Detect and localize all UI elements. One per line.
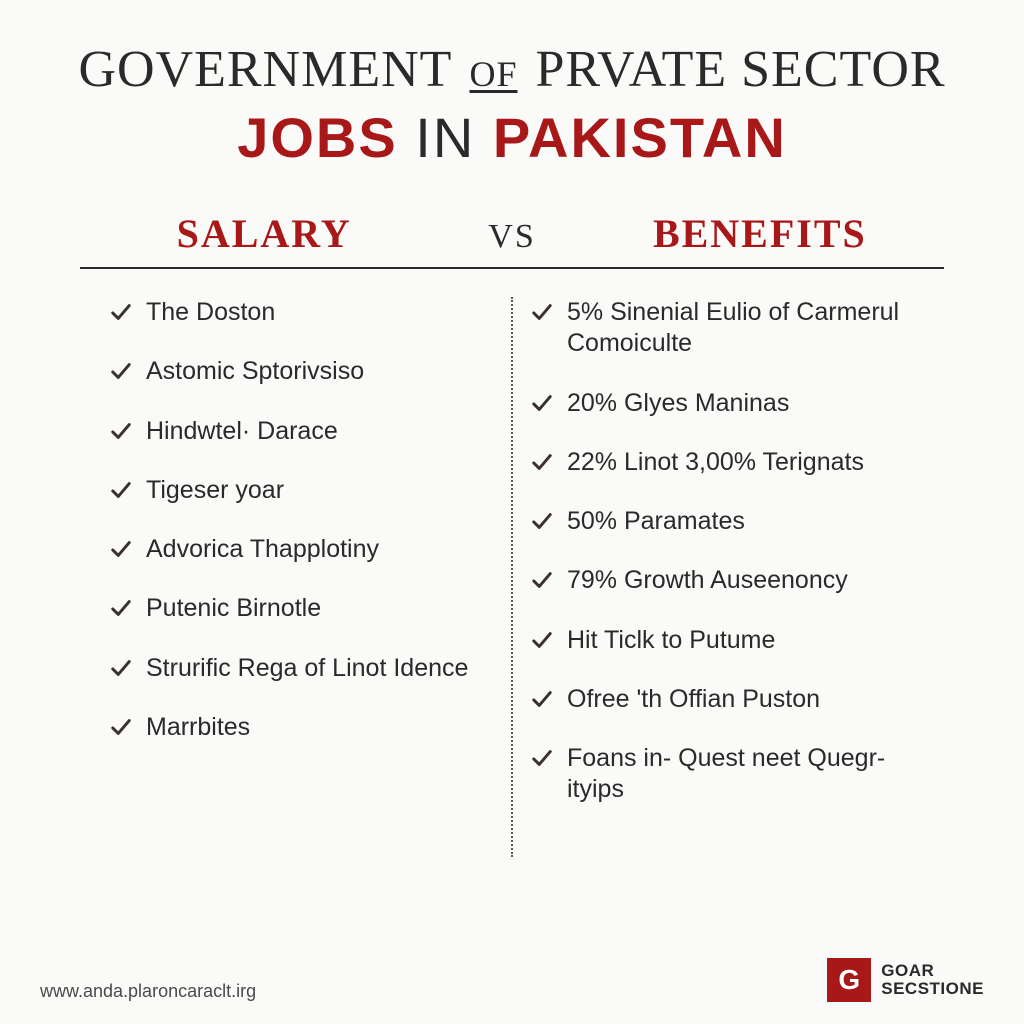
salary-item-text: Advorica Thapplotiny	[146, 534, 379, 565]
check-icon	[110, 301, 132, 323]
title-part-jobs: JOBS	[237, 106, 398, 169]
benefits-item-text: 79% Growth Auseenoncy	[567, 565, 848, 596]
benefits-item: Foans in- Quest neet Quegr-ityips	[531, 743, 926, 806]
check-icon	[531, 451, 553, 473]
benefits-item: 22% Linot 3,00% Terignats	[531, 447, 926, 478]
comparison-header: SALARY VS BENEFITS	[80, 210, 944, 269]
benefits-item-text: 50% Paramates	[567, 506, 745, 537]
salary-item-text: Strurific Rega of Linot Idence	[146, 653, 468, 684]
footer-url: www.anda.plaroncaraclt.irg	[40, 981, 256, 1002]
check-icon	[110, 538, 132, 560]
logo-mark: G	[827, 958, 871, 1002]
benefits-item: 20% Glyes Maninas	[531, 388, 926, 419]
title-part-government: GOVERNMENT	[78, 41, 451, 98]
check-icon	[531, 392, 553, 414]
benefits-item-text: 20% Glyes Maninas	[567, 388, 789, 419]
benefits-item: Ofree 'th Offian Puston	[531, 684, 926, 715]
benefits-item-text: Hit Ticlk to Putume	[567, 625, 775, 656]
benefits-item: Hit Ticlk to Putume	[531, 625, 926, 656]
infographic-container: GOVERNMENT OF PRVATE SECTOR JOBS IN PAKI…	[0, 0, 1024, 887]
comparison-columns: The Doston Astomic Sptorivsiso Hindwtel· D…	[80, 297, 944, 857]
title-part-in: IN	[415, 106, 475, 169]
title-part-of: OF	[469, 54, 517, 94]
footer: www.anda.plaroncaraclt.irg G GOAR SECSTI…	[40, 958, 984, 1002]
title-part-pakistan: PAKISTAN	[493, 106, 787, 169]
benefits-item-text: Foans in- Quest neet Quegr-ityips	[567, 743, 926, 806]
check-icon	[531, 688, 553, 710]
salary-item: Strurific Rega of Linot Idence	[98, 653, 493, 684]
vs-label: VS	[488, 218, 535, 256]
salary-item-text: Tigeser yoar	[146, 475, 284, 506]
salary-item-text: The Doston	[146, 297, 275, 328]
salary-item: Tigeser yoar	[98, 475, 493, 506]
logo-text-line1: GOAR	[881, 962, 984, 980]
title-part-private-sector: PRVATE SECTOR	[536, 41, 946, 98]
check-icon	[531, 569, 553, 591]
title-block: GOVERNMENT OF PRVATE SECTOR JOBS IN PAKI…	[60, 40, 964, 170]
salary-item-text: Astomic Sptorivsiso	[146, 356, 364, 387]
logo-text: GOAR SECSTIONE	[881, 962, 984, 998]
title-line-2: JOBS IN PAKISTAN	[60, 105, 964, 170]
benefits-column: 5% Sinenial Eulio of Carmerul Comoiculte…	[513, 297, 944, 857]
check-icon	[110, 360, 132, 382]
benefits-item: 79% Growth Auseenoncy	[531, 565, 926, 596]
salary-item: Astomic Sptorivsiso	[98, 356, 493, 387]
salary-item: Advorica Thapplotiny	[98, 534, 493, 565]
salary-column: The Doston Astomic Sptorivsiso Hindwtel· D…	[80, 297, 513, 857]
salary-item: Putenic Birnotle	[98, 593, 493, 624]
check-icon	[531, 301, 553, 323]
check-icon	[110, 716, 132, 738]
check-icon	[110, 479, 132, 501]
benefits-item-text: 5% Sinenial Eulio of Carmerul Comoiculte	[567, 297, 926, 360]
salary-item: The Doston	[98, 297, 493, 328]
salary-item: Hindwtel· Darace	[98, 416, 493, 447]
check-icon	[531, 629, 553, 651]
benefits-item: 50% Paramates	[531, 506, 926, 537]
check-icon	[110, 657, 132, 679]
benefits-item-text: Ofree 'th Offian Puston	[567, 684, 820, 715]
salary-item-text: Hindwtel· Darace	[146, 416, 338, 447]
check-icon	[110, 597, 132, 619]
salary-item: Marrbites	[98, 712, 493, 743]
salary-item-text: Marrbites	[146, 712, 250, 743]
column-heading-benefits: BENEFITS	[576, 210, 944, 257]
benefits-item-text: 22% Linot 3,00% Terignats	[567, 447, 864, 478]
check-icon	[110, 420, 132, 442]
logo-text-line2: SECSTIONE	[881, 980, 984, 998]
column-heading-salary: SALARY	[80, 210, 448, 257]
brand-logo: G GOAR SECSTIONE	[827, 958, 984, 1002]
salary-item-text: Putenic Birnotle	[146, 593, 321, 624]
benefits-item: 5% Sinenial Eulio of Carmerul Comoiculte	[531, 297, 926, 360]
logo-letter: G	[838, 964, 860, 996]
check-icon	[531, 510, 553, 532]
title-line-1: GOVERNMENT OF PRVATE SECTOR	[60, 40, 964, 99]
check-icon	[531, 747, 553, 769]
